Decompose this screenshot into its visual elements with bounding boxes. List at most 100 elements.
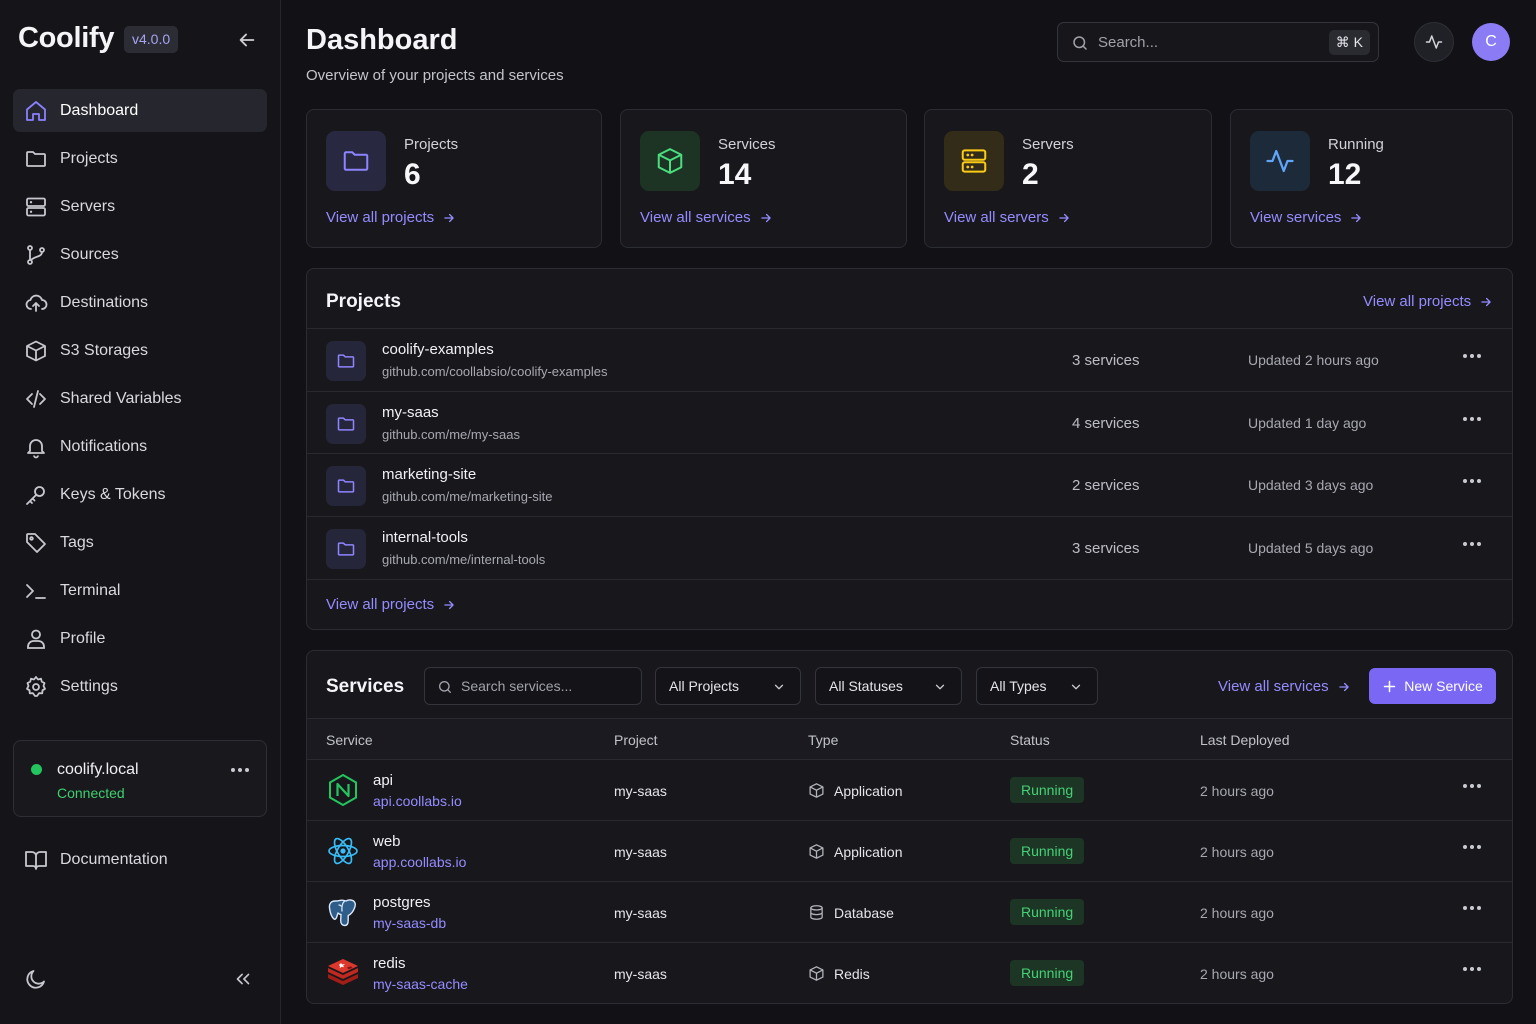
new-service-button[interactable]: New Service	[1369, 668, 1496, 704]
service-type-label: Application	[834, 782, 903, 799]
sidebar-item-tags[interactable]: Tags	[13, 521, 267, 564]
table-row[interactable]: marketing-site github.com/me/marketing-s…	[307, 453, 1512, 516]
sidebar-item-servers[interactable]: Servers	[13, 185, 267, 228]
view-all-projects-link[interactable]: View all projects	[326, 209, 456, 226]
sidebar-item-notifications[interactable]: Notifications	[13, 425, 267, 468]
services-search-input[interactable]	[461, 676, 631, 696]
column-header-last-deployed[interactable]: Last Deployed	[1200, 732, 1290, 748]
service-name[interactable]: api	[373, 772, 394, 789]
more-horizontal-icon[interactable]	[1462, 541, 1482, 547]
table-row[interactable]: redis my-saas-cache my-saas Redis Runnin…	[307, 942, 1512, 1003]
service-host-link[interactable]: my-saas-cache	[373, 976, 468, 992]
projects-panel: Projects View all projects coolify-examp…	[306, 268, 1513, 630]
search-input[interactable]	[1098, 31, 1318, 53]
project-name[interactable]: internal-tools	[382, 529, 468, 546]
column-header-service[interactable]: Service	[326, 732, 373, 748]
documentation-link[interactable]: Documentation	[24, 848, 168, 872]
chevrons-left-icon[interactable]	[232, 968, 254, 990]
sidebar-item-label: Keys & Tokens	[60, 485, 166, 503]
code-icon	[24, 387, 48, 411]
project-filter-select[interactable]: All Projects	[655, 667, 801, 705]
service-host-link[interactable]: api.coollabs.io	[373, 793, 462, 809]
services-view-all-link[interactable]: View all services	[1218, 678, 1351, 695]
sidebar-item-destinations[interactable]: Destinations	[13, 281, 267, 324]
arrow-right-icon	[1479, 295, 1493, 309]
nuxt-logo-icon	[326, 773, 360, 807]
more-horizontal-icon[interactable]	[1462, 905, 1482, 911]
project-name[interactable]: my-saas	[382, 404, 439, 421]
sidebar-item-sources[interactable]: Sources	[13, 233, 267, 276]
activity-button[interactable]	[1414, 22, 1454, 62]
server-name: coolify.local	[57, 761, 139, 778]
column-header-project[interactable]: Project	[614, 732, 658, 748]
arrow-left-icon[interactable]	[236, 29, 258, 51]
view-services-link[interactable]: View services	[1250, 209, 1363, 226]
column-header-status[interactable]: Status	[1010, 732, 1050, 748]
service-type-label: Application	[834, 843, 903, 860]
project-repo: github.com/me/marketing-site	[382, 489, 553, 504]
moon-icon[interactable]	[24, 967, 48, 991]
project-name[interactable]: coolify-examples	[382, 341, 494, 358]
sidebar-item-dashboard[interactable]: Dashboard	[13, 89, 267, 132]
view-all-services-link[interactable]: View all services	[640, 209, 773, 226]
table-row[interactable]: api api.coollabs.io my-saas Application …	[307, 759, 1512, 820]
table-row[interactable]: coolify-examples github.com/coollabsio/c…	[307, 328, 1512, 391]
gear-icon	[24, 675, 48, 699]
service-name[interactable]: redis	[373, 955, 406, 972]
more-horizontal-icon[interactable]	[1462, 783, 1482, 789]
more-horizontal-icon[interactable]	[1462, 353, 1482, 359]
brand-name[interactable]: Coolify	[18, 22, 115, 54]
sidebar: Coolify v4.0.0 Dashboard Projects Server…	[0, 0, 281, 1024]
service-name[interactable]: web	[373, 833, 401, 850]
server-status-card[interactable]: coolify.local Connected	[13, 740, 267, 817]
more-horizontal-icon[interactable]	[1462, 844, 1482, 850]
avatar[interactable]: C	[1472, 23, 1510, 61]
cloud-upload-icon	[24, 291, 48, 315]
view-all-servers-link[interactable]: View all servers	[944, 209, 1071, 226]
link-label: View all servers	[944, 209, 1049, 226]
project-name[interactable]: marketing-site	[382, 466, 477, 483]
more-horizontal-icon[interactable]	[1462, 478, 1482, 484]
sidebar-item-projects[interactable]: Projects	[13, 137, 267, 180]
table-row[interactable]: my-saas github.com/me/my-saas 4 services…	[307, 391, 1512, 454]
projects-header-view-all-link[interactable]: View all projects	[1363, 293, 1493, 310]
service-last-deployed: 2 hours ago	[1200, 783, 1274, 799]
sidebar-item-settings[interactable]: Settings	[13, 665, 267, 708]
activity-icon	[1250, 131, 1310, 191]
divider	[307, 579, 1512, 580]
sidebar-item-shared-variables[interactable]: Shared Variables	[13, 377, 267, 420]
service-host-link[interactable]: app.coollabs.io	[373, 854, 467, 870]
global-search[interactable]: ⌘ K	[1057, 22, 1379, 62]
service-host-link[interactable]: my-saas-db	[373, 915, 447, 931]
terminal-icon	[24, 579, 48, 603]
user-icon	[24, 627, 48, 651]
service-name[interactable]: postgres	[373, 894, 431, 911]
sidebar-item-terminal[interactable]: Terminal	[13, 569, 267, 612]
sidebar-item-keys-tokens[interactable]: Keys & Tokens	[13, 473, 267, 516]
sidebar-item-label: Servers	[60, 197, 116, 215]
type-filter-select[interactable]: All Types	[976, 667, 1098, 705]
table-row[interactable]: internal-tools github.com/me/internal-to…	[307, 516, 1512, 579]
more-horizontal-icon[interactable]	[230, 767, 250, 773]
status-badge: Running	[1010, 899, 1085, 925]
project-repo: github.com/me/internal-tools	[382, 552, 546, 567]
link-label: View services	[1250, 209, 1342, 226]
service-type: Database	[808, 904, 894, 921]
more-horizontal-icon[interactable]	[1462, 966, 1482, 972]
status-filter-select[interactable]: All Statuses	[815, 667, 962, 705]
sidebar-item-profile[interactable]: Profile	[13, 617, 267, 660]
table-row[interactable]: web app.coollabs.io my-saas Application …	[307, 820, 1512, 881]
column-header-type[interactable]: Type	[808, 732, 839, 748]
cube-icon	[640, 131, 700, 191]
more-horizontal-icon[interactable]	[1462, 416, 1482, 422]
home-icon	[24, 99, 48, 123]
project-service-count: 3 services	[1072, 540, 1140, 557]
sidebar-item-s3-storages[interactable]: S3 Storages	[13, 329, 267, 372]
services-search[interactable]	[424, 667, 642, 705]
projects-footer-view-all-link[interactable]: View all projects	[326, 596, 456, 613]
git-branch-icon	[24, 243, 48, 267]
service-type: Application	[808, 843, 903, 860]
stat-card-projects: Projects 6 View all projects	[306, 109, 602, 248]
server-icon	[24, 195, 48, 219]
table-row[interactable]: postgres my-saas-db my-saas Database Run…	[307, 881, 1512, 942]
